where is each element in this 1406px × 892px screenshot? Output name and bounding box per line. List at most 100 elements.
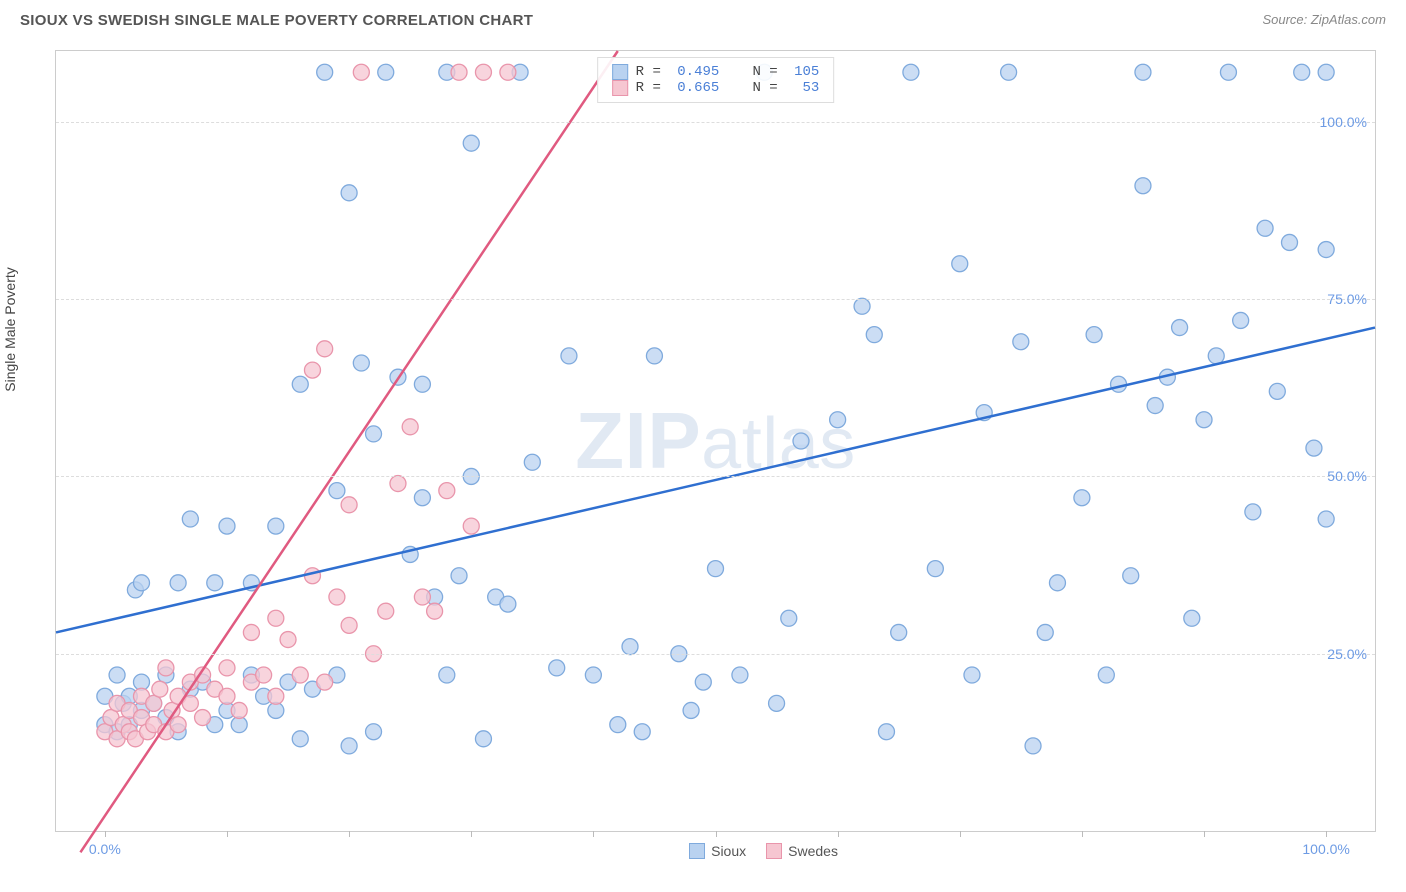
data-point [1257, 220, 1273, 236]
data-point [427, 603, 443, 619]
data-point [1318, 511, 1334, 527]
data-point [1025, 738, 1041, 754]
data-point [1220, 64, 1236, 80]
data-point [219, 660, 235, 676]
data-point [1318, 242, 1334, 258]
data-point [475, 64, 491, 80]
data-point [366, 724, 382, 740]
data-point [402, 419, 418, 435]
legend-swatch [612, 80, 628, 96]
trend-line [80, 51, 617, 852]
legend-swatch [612, 64, 628, 80]
data-point [683, 702, 699, 718]
data-point [1013, 334, 1029, 350]
data-point [463, 518, 479, 534]
data-point [231, 702, 247, 718]
data-point [1196, 412, 1212, 428]
data-point [952, 256, 968, 272]
x-tick-label: 100.0% [1302, 841, 1349, 857]
source-attribution: Source: ZipAtlas.com [1262, 12, 1386, 27]
x-tick [838, 831, 839, 837]
legend-swatch [766, 843, 782, 859]
data-point [622, 639, 638, 655]
data-point [304, 362, 320, 378]
data-point [414, 589, 430, 605]
data-point [1074, 490, 1090, 506]
data-point [1135, 64, 1151, 80]
data-point [781, 610, 797, 626]
chart-title: SIOUX VS SWEDISH SINGLE MALE POVERTY COR… [20, 12, 533, 29]
data-point [1123, 568, 1139, 584]
x-tick [593, 831, 594, 837]
data-point [353, 355, 369, 371]
y-tick-label: 75.0% [1327, 291, 1367, 307]
data-point [280, 632, 296, 648]
data-point [152, 681, 168, 697]
legend-row: R = 0.665 N = 53 [612, 80, 820, 96]
data-point [341, 497, 357, 513]
data-point [182, 511, 198, 527]
data-point [292, 667, 308, 683]
x-tick [960, 831, 961, 837]
data-point [1269, 383, 1285, 399]
data-point [292, 376, 308, 392]
data-point [109, 667, 125, 683]
data-point [1037, 624, 1053, 640]
legend-label: Swedes [788, 843, 838, 859]
legend-item: Sioux [689, 843, 746, 859]
data-point [195, 710, 211, 726]
data-point [708, 561, 724, 577]
x-tick [227, 831, 228, 837]
data-point [1135, 178, 1151, 194]
x-tick [1082, 831, 1083, 837]
data-point [1098, 667, 1114, 683]
data-point [378, 64, 394, 80]
data-point [390, 476, 406, 492]
data-point [133, 575, 149, 591]
y-tick-label: 50.0% [1327, 468, 1367, 484]
data-point [1184, 610, 1200, 626]
data-point [353, 64, 369, 80]
legend-row: R = 0.495 N = 105 [612, 64, 820, 80]
data-point [1147, 398, 1163, 414]
data-point [317, 674, 333, 690]
data-point [378, 603, 394, 619]
data-point [646, 348, 662, 364]
data-point [341, 738, 357, 754]
data-point [610, 717, 626, 733]
x-tick [105, 831, 106, 837]
data-point [317, 64, 333, 80]
data-point [243, 624, 259, 640]
data-point [1306, 440, 1322, 456]
gridline [56, 299, 1375, 300]
data-point [500, 64, 516, 80]
x-tick [1326, 831, 1327, 837]
y-tick-label: 25.0% [1327, 646, 1367, 662]
scatter-chart: ZIPatlas R = 0.495 N = 105R = 0.665 N = … [55, 50, 1376, 832]
data-point [451, 568, 467, 584]
series-legend: Sioux Swedes [689, 843, 838, 859]
x-tick-label: 0.0% [89, 841, 121, 857]
data-point [439, 483, 455, 499]
data-point [317, 341, 333, 357]
data-point [1233, 312, 1249, 328]
data-point [207, 575, 223, 591]
data-point [903, 64, 919, 80]
data-point [769, 695, 785, 711]
y-axis-label: Single Male Poverty [2, 267, 18, 392]
data-point [1245, 504, 1261, 520]
correlation-legend: R = 0.495 N = 105R = 0.665 N = 53 [597, 57, 835, 103]
data-point [695, 674, 711, 690]
data-point [1282, 234, 1298, 250]
data-point [1001, 64, 1017, 80]
data-point [170, 575, 186, 591]
gridline [56, 476, 1375, 477]
data-point [463, 135, 479, 151]
data-point [927, 561, 943, 577]
data-point [524, 454, 540, 470]
data-point [878, 724, 894, 740]
data-point [891, 624, 907, 640]
data-point [256, 667, 272, 683]
legend-label: Sioux [711, 843, 746, 859]
data-point [585, 667, 601, 683]
